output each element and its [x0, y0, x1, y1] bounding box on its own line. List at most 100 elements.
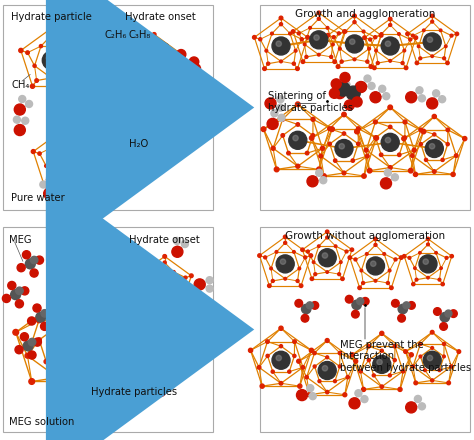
Circle shape — [320, 177, 327, 184]
Circle shape — [80, 87, 84, 92]
Circle shape — [419, 403, 426, 410]
Circle shape — [300, 38, 303, 41]
Circle shape — [281, 134, 284, 137]
Circle shape — [55, 324, 60, 329]
Circle shape — [284, 242, 287, 244]
Circle shape — [292, 62, 295, 65]
Text: C₃H₈: C₃H₈ — [129, 29, 151, 40]
Circle shape — [408, 301, 415, 309]
Circle shape — [71, 244, 79, 252]
Circle shape — [413, 172, 418, 176]
Circle shape — [336, 82, 350, 96]
Circle shape — [167, 383, 174, 390]
Circle shape — [22, 117, 29, 124]
Circle shape — [10, 290, 20, 300]
Circle shape — [134, 108, 145, 119]
Circle shape — [419, 355, 422, 358]
Circle shape — [419, 342, 422, 345]
Circle shape — [309, 26, 311, 29]
Circle shape — [406, 402, 417, 413]
Circle shape — [313, 352, 316, 355]
Circle shape — [157, 381, 161, 385]
Circle shape — [70, 146, 73, 149]
Circle shape — [415, 61, 419, 65]
Circle shape — [443, 355, 445, 358]
Circle shape — [23, 341, 33, 351]
Circle shape — [296, 164, 300, 168]
Circle shape — [173, 54, 176, 57]
Circle shape — [76, 172, 83, 179]
Circle shape — [283, 235, 287, 238]
Circle shape — [434, 308, 441, 315]
Circle shape — [46, 178, 50, 181]
Text: Hydrate particle: Hydrate particle — [11, 12, 92, 22]
Circle shape — [280, 345, 283, 348]
Circle shape — [119, 317, 127, 324]
Text: Hydrate particles: Hydrate particles — [91, 387, 177, 397]
Circle shape — [20, 333, 28, 341]
Circle shape — [424, 158, 428, 161]
Circle shape — [108, 62, 118, 72]
Circle shape — [301, 60, 305, 63]
Circle shape — [133, 255, 145, 266]
Circle shape — [284, 278, 286, 280]
Circle shape — [380, 385, 383, 389]
Circle shape — [331, 79, 341, 89]
Circle shape — [289, 131, 307, 149]
Circle shape — [140, 159, 151, 170]
Circle shape — [271, 147, 275, 150]
Circle shape — [301, 304, 311, 314]
Circle shape — [179, 305, 183, 309]
Circle shape — [440, 312, 449, 322]
Circle shape — [355, 129, 359, 134]
Circle shape — [14, 104, 25, 115]
Circle shape — [179, 52, 182, 55]
Circle shape — [414, 267, 416, 269]
Circle shape — [111, 347, 115, 351]
Circle shape — [451, 172, 455, 176]
Circle shape — [293, 136, 298, 141]
Circle shape — [293, 354, 296, 357]
Circle shape — [258, 254, 261, 257]
Circle shape — [432, 114, 437, 118]
Circle shape — [427, 243, 429, 246]
Circle shape — [438, 278, 441, 281]
Circle shape — [187, 74, 196, 83]
Circle shape — [74, 178, 77, 181]
Circle shape — [386, 282, 389, 285]
Circle shape — [40, 181, 47, 188]
Circle shape — [354, 258, 357, 261]
Circle shape — [362, 174, 366, 178]
Circle shape — [304, 256, 307, 259]
Circle shape — [137, 353, 142, 359]
Circle shape — [126, 52, 129, 55]
Circle shape — [53, 152, 71, 170]
Circle shape — [408, 257, 411, 259]
Circle shape — [384, 169, 392, 176]
Circle shape — [443, 57, 446, 60]
Circle shape — [19, 48, 23, 52]
Circle shape — [107, 161, 114, 168]
Text: Hydrate onset: Hydrate onset — [125, 12, 196, 22]
Circle shape — [388, 105, 392, 110]
Circle shape — [279, 16, 283, 20]
Circle shape — [419, 128, 422, 132]
Circle shape — [206, 277, 213, 284]
Circle shape — [369, 38, 372, 41]
Circle shape — [184, 276, 187, 279]
Circle shape — [140, 333, 143, 337]
Circle shape — [281, 117, 284, 121]
Circle shape — [162, 349, 165, 352]
Circle shape — [343, 81, 350, 88]
Circle shape — [352, 310, 359, 318]
Circle shape — [140, 78, 143, 81]
Circle shape — [401, 370, 405, 373]
Bar — [3, 5, 213, 210]
Circle shape — [380, 349, 383, 352]
Circle shape — [25, 353, 30, 358]
Circle shape — [298, 267, 301, 270]
Circle shape — [352, 97, 362, 107]
Circle shape — [16, 287, 23, 294]
Circle shape — [369, 65, 373, 69]
Circle shape — [343, 30, 346, 33]
